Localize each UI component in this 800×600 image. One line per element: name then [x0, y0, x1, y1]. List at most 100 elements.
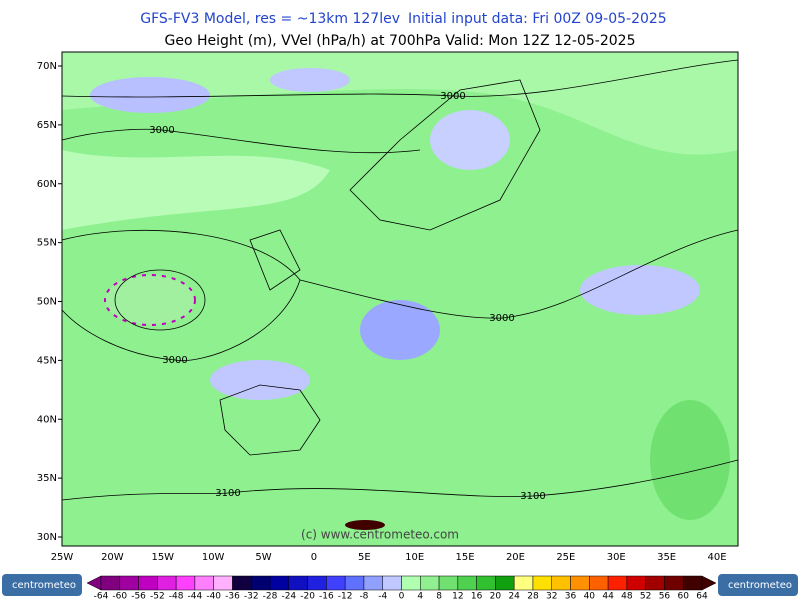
colorbar-swatch	[119, 575, 139, 591]
colorbar-label: -36	[225, 592, 240, 600]
lon-label: 20W	[101, 552, 124, 563]
colorbar-label: 16	[471, 592, 483, 600]
lon-label: 0	[311, 552, 317, 563]
colorbar-swatch	[589, 575, 609, 591]
colorbar-swatch	[476, 575, 496, 591]
colorbar-label: -16	[319, 592, 334, 600]
colorbar-label: 36	[565, 592, 577, 600]
colorbar-swatch	[682, 575, 703, 591]
colorbar-swatch	[382, 575, 402, 591]
colorbar-label: 44	[602, 592, 614, 600]
field-patch	[210, 360, 310, 400]
colorbar-swatch	[157, 575, 177, 591]
map-frame	[61, 51, 739, 547]
lat-label: 45N	[37, 355, 57, 366]
contour	[61, 459, 739, 501]
contour-label: 3000	[149, 125, 174, 136]
contour-label: 3000	[440, 91, 465, 102]
lon-label: 10W	[202, 552, 225, 563]
colorbar-label: 8	[436, 592, 442, 600]
colorbar-swatch	[551, 575, 571, 591]
lon-label: 40E	[707, 552, 726, 563]
lat-label: 65N	[37, 120, 57, 131]
colorbar-label: 40	[584, 592, 596, 600]
colorbar-swatch	[363, 575, 383, 591]
colorbar-swatch	[100, 575, 121, 591]
init-title: Initial input data: Fri 00Z 09-05-2025	[408, 11, 667, 27]
logo-box	[2, 574, 82, 596]
lat-label: 60N	[37, 179, 57, 190]
colorbar-swatch	[532, 575, 552, 591]
colorbar-swatch	[457, 575, 477, 591]
lon-label: 15E	[456, 552, 475, 563]
field-patch	[62, 150, 330, 230]
contour	[114, 269, 206, 331]
colorbar-swatch	[288, 575, 308, 591]
field-patch	[345, 520, 385, 530]
colorbar-label: 56	[659, 592, 671, 600]
colorbar-label: 20	[490, 592, 502, 600]
colorbar-label: -8	[359, 592, 368, 600]
colorbar-label: 52	[640, 592, 651, 600]
colorbar-swatch	[495, 575, 515, 591]
colorbar-label: -4	[378, 592, 387, 600]
colorbar-swatch	[626, 575, 646, 591]
field-patch	[650, 400, 730, 520]
colorbar-label: -12	[338, 592, 353, 600]
colorbar-label: -56	[131, 592, 146, 600]
colorbar-swatch	[307, 575, 327, 591]
logo-text: centrometeo	[728, 580, 792, 591]
logo-left: centrometeo	[2, 574, 82, 596]
lon-label: 35E	[657, 552, 676, 563]
lat-label: 30N	[37, 532, 57, 543]
contour-label: 3100	[520, 491, 545, 502]
lat-label: 55N	[37, 238, 57, 249]
colorbar-swatch	[138, 575, 158, 591]
lat-label: 50N	[37, 297, 57, 308]
field-patch	[270, 68, 350, 92]
colorbar-swatch	[420, 575, 440, 591]
contour-label: 3000	[162, 355, 187, 366]
colorbar-swatch	[438, 575, 459, 591]
colorbar-label: 48	[621, 592, 633, 600]
colorbar-label: -20	[300, 592, 315, 600]
lon-label: 25E	[556, 552, 575, 563]
colorbar-label: 64	[696, 592, 708, 600]
field-patch	[62, 52, 738, 155]
colorbar-label: -48	[169, 592, 184, 600]
lon-label: 5W	[255, 552, 271, 563]
logo-right: centrometeo	[718, 574, 798, 596]
lon-label: 15W	[151, 552, 174, 563]
contour-label: 3100	[215, 488, 240, 499]
colorbar-swatch	[194, 575, 214, 591]
colorbar-label: -40	[206, 592, 221, 600]
lat-label: 70N	[37, 61, 57, 72]
colorbar-swatch	[232, 575, 252, 591]
colorbar-end	[86, 575, 102, 591]
model-title: GFS-FV3 Model, res = ~13km 127lev	[140, 11, 400, 27]
contour	[61, 229, 301, 362]
colorbar-swatch	[570, 575, 590, 591]
colorbar-label: -28	[263, 592, 278, 600]
colorbar-label: -60	[112, 592, 127, 600]
lon-label: 20E	[506, 552, 525, 563]
coastline	[219, 79, 541, 456]
subtitle: Geo Height (m), VVel (hPa/h) at 700hPa V…	[165, 33, 636, 49]
colorbar-swatch	[645, 575, 665, 591]
colorbar-label: -24	[281, 592, 296, 600]
colorbar-label: 32	[546, 592, 557, 600]
lon-label: 30E	[607, 552, 626, 563]
colorbar-label: 24	[508, 592, 520, 600]
colorbar-swatch	[607, 575, 628, 591]
colorbar-swatch	[175, 575, 196, 591]
colorbar-label: -52	[150, 592, 165, 600]
colorbar-swatch	[269, 575, 290, 591]
field-patch	[430, 110, 510, 170]
colorbar-label: -44	[188, 592, 203, 600]
colorbar-swatch	[401, 575, 421, 591]
contour	[299, 229, 739, 319]
field-patch	[90, 77, 210, 113]
field-patch	[104, 274, 196, 326]
colorbar-label: -64	[94, 592, 109, 600]
